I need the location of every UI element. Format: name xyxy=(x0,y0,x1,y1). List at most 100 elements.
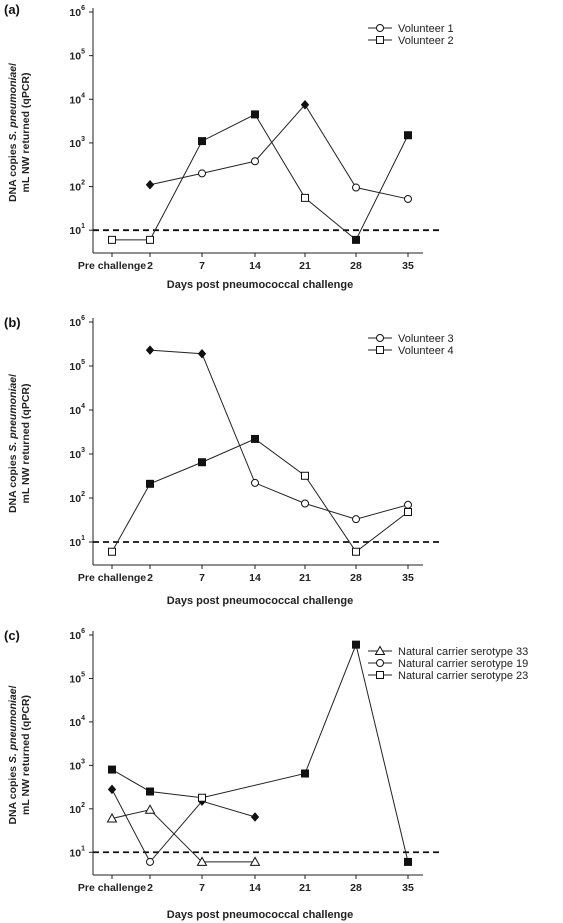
data-point xyxy=(352,547,360,556)
x-tick-label: 2 xyxy=(147,572,153,584)
data-point xyxy=(108,765,116,774)
y-tick-label: 105 xyxy=(69,359,85,373)
y-tick-label-exponent: 2 xyxy=(81,802,85,809)
y-tick-label: 101 xyxy=(69,223,85,237)
y-tick-label: 106 xyxy=(69,628,85,642)
y-tick-label-base: 10 xyxy=(69,804,81,816)
data-point xyxy=(146,787,154,796)
data-point xyxy=(352,640,360,649)
y-tick-label-exponent: 4 xyxy=(81,92,85,99)
y-tick-label-exponent: 2 xyxy=(81,491,85,498)
x-tick-label: 7 xyxy=(199,572,205,584)
y-tick-label-base: 10 xyxy=(69,138,81,150)
y-tick-label-base: 10 xyxy=(69,51,81,63)
series-1 xyxy=(145,99,412,203)
x-tick-label: Pre challenge xyxy=(78,882,146,894)
y-tick-label-base: 10 xyxy=(69,7,81,19)
y-tick-label-base: 10 xyxy=(69,449,81,461)
y-tick-label-base: 10 xyxy=(69,760,81,772)
chart-panel-3: (c)DNA copies S. pneumoniae/mL NW return… xyxy=(4,628,528,921)
x-tick-label: 21 xyxy=(299,572,311,584)
x-tick-label: 35 xyxy=(402,572,414,584)
y-tick-label: 103 xyxy=(69,758,85,772)
y-tick-label-base: 10 xyxy=(69,630,81,642)
series-line xyxy=(149,349,409,520)
y-tick-label: 102 xyxy=(69,802,85,816)
series-line xyxy=(149,103,409,200)
data-point xyxy=(146,857,154,866)
data-point xyxy=(404,508,412,517)
data-point xyxy=(249,856,261,866)
y-tick-label-exponent: 5 xyxy=(81,671,85,678)
y-axis-label-species: S. pneumoniae xyxy=(7,377,19,452)
y-tick-label: 104 xyxy=(69,92,85,106)
chart-panel-1: (a)DNA copies S. pneumoniae/mL NW return… xyxy=(4,2,454,291)
data-point xyxy=(300,99,310,110)
x-tick-label: 21 xyxy=(299,260,311,272)
legend-marker xyxy=(376,24,384,32)
x-tick-label: 28 xyxy=(350,260,362,272)
y-axis-label-suffix: / xyxy=(7,63,19,66)
legend-entry: Volunteer 1 xyxy=(398,23,454,35)
series-2 xyxy=(107,784,260,866)
y-tick-label-base: 10 xyxy=(69,717,81,729)
panel-label: (c) xyxy=(4,628,20,643)
y-tick-label-exponent: 6 xyxy=(81,5,85,12)
data-point xyxy=(145,345,155,355)
x-tick-label: 35 xyxy=(402,882,414,894)
y-tick-label: 106 xyxy=(69,5,85,19)
x-tick-label: 7 xyxy=(199,882,205,894)
y-axis-label-prefix: DNA copies xyxy=(7,452,19,513)
y-tick-label-base: 10 xyxy=(69,182,81,194)
y-tick-label: 101 xyxy=(69,845,85,859)
y-tick-label-exponent: 1 xyxy=(81,535,85,542)
data-point xyxy=(251,157,259,166)
data-point xyxy=(404,194,412,203)
x-tick-label: 21 xyxy=(299,882,311,894)
y-tick-label: 102 xyxy=(69,180,85,194)
x-tick-label: 14 xyxy=(249,260,261,272)
legend-entry: Natural carrier serotype 19 xyxy=(398,658,528,670)
x-tick-label: 7 xyxy=(199,260,205,272)
y-axis-label-species: S. pneumoniae xyxy=(7,688,19,763)
data-point xyxy=(146,235,154,244)
x-tick-label: 28 xyxy=(350,882,362,894)
y-tick-label: 105 xyxy=(69,49,85,63)
legend-entry: Natural carrier serotype 23 xyxy=(398,670,528,682)
legend-entry: Volunteer 2 xyxy=(398,35,454,47)
x-tick-label: 14 xyxy=(249,882,261,894)
data-point xyxy=(198,169,206,178)
legend-marker xyxy=(376,334,384,342)
y-axis-label-line1: DNA copies S. pneumoniae/ xyxy=(7,685,19,824)
y-tick-label-base: 10 xyxy=(69,537,81,549)
y-tick-label-base: 10 xyxy=(69,225,81,237)
panel-label: (b) xyxy=(4,315,21,330)
data-point xyxy=(352,183,360,192)
chart-panel-2: (b)DNA copies S. pneumoniae/mL NW return… xyxy=(4,315,454,607)
data-point xyxy=(301,499,309,508)
data-point xyxy=(404,131,412,140)
x-axis-label: Days post pneumococcal challenge xyxy=(167,909,353,921)
data-point xyxy=(301,471,309,480)
data-point xyxy=(250,812,260,822)
series-2 xyxy=(108,110,412,244)
series-1 xyxy=(106,804,261,866)
y-tick-label: 102 xyxy=(69,491,85,505)
x-tick-label: 2 xyxy=(147,260,153,272)
y-tick-label-exponent: 5 xyxy=(81,359,85,366)
y-tick-label-exponent: 3 xyxy=(81,447,85,454)
y-tick-label: 101 xyxy=(69,535,85,549)
data-point xyxy=(352,235,360,244)
data-point xyxy=(198,458,206,467)
legend-entry: Volunteer 4 xyxy=(398,345,454,357)
y-tick-label-base: 10 xyxy=(69,361,81,373)
x-axis-label: Days post pneumococcal challenge xyxy=(167,279,353,291)
data-point xyxy=(144,804,156,814)
y-tick-label: 103 xyxy=(69,136,85,150)
y-tick-label-base: 10 xyxy=(69,847,81,859)
legend-entry: Natural carrier serotype 33 xyxy=(398,646,528,658)
legend-marker xyxy=(376,346,384,354)
x-tick-label: 35 xyxy=(402,260,414,272)
